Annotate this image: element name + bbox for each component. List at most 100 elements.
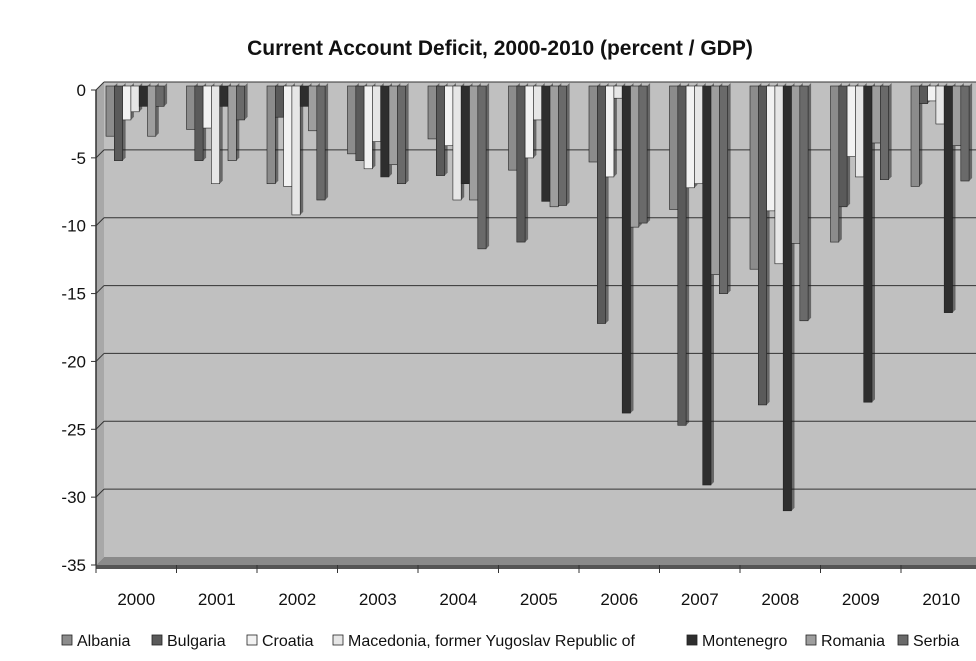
legend: Albania Bulgaria Croatia Macedonia, former … xyxy=(61,633,959,650)
bar-side xyxy=(300,83,304,215)
bar-front xyxy=(677,85,687,426)
bar-front xyxy=(855,85,865,178)
bar xyxy=(155,83,168,107)
bar xyxy=(863,83,875,403)
bar xyxy=(236,83,248,121)
bar-front xyxy=(316,85,326,201)
bar-front xyxy=(702,85,712,486)
bar xyxy=(799,83,812,322)
chart-title: Current Account Deficit, 2000-2010 (perc… xyxy=(247,37,753,60)
bar-side xyxy=(219,83,223,184)
bar-front xyxy=(694,85,704,185)
bar xyxy=(638,83,651,224)
plot-floor-edge xyxy=(96,565,976,569)
y-tick-label: -15 xyxy=(61,285,86,304)
bar-side xyxy=(164,83,168,107)
bar-front xyxy=(460,85,470,185)
bar-front xyxy=(372,85,381,142)
gridline-depth xyxy=(95,149,105,159)
legend-label: Romania xyxy=(821,633,885,650)
bar-front xyxy=(557,85,567,206)
bar-front xyxy=(308,85,318,132)
bar-front xyxy=(952,85,962,147)
bar-front xyxy=(830,85,840,243)
bar-side xyxy=(872,83,875,403)
x-tick-label: 2002 xyxy=(278,590,316,609)
bar-front xyxy=(799,85,809,322)
bar-front xyxy=(227,85,237,161)
bar xyxy=(557,83,570,206)
bar-front xyxy=(638,85,648,224)
bar-front xyxy=(927,85,937,102)
bar-front xyxy=(299,85,309,107)
bar-front xyxy=(605,85,615,178)
bar-side xyxy=(647,83,651,224)
bar-side xyxy=(566,83,570,206)
bar-front xyxy=(621,85,631,414)
bars-layer xyxy=(105,83,973,512)
bar-side xyxy=(727,83,731,294)
legend-label: Montenegro xyxy=(702,633,787,650)
bar-front xyxy=(879,85,889,180)
bar-front xyxy=(219,85,229,107)
bar-front xyxy=(524,85,534,159)
gridline-depth xyxy=(95,285,105,294)
x-tick-label: 2008 xyxy=(761,590,799,609)
x-tick-label: 2003 xyxy=(359,590,397,609)
bar-front xyxy=(846,85,856,157)
bar xyxy=(960,83,973,182)
y-tick-label: 0 xyxy=(77,81,86,100)
bar-side xyxy=(888,83,892,180)
x-tick-label: 2004 xyxy=(439,590,477,609)
bar-side xyxy=(405,83,409,184)
bar-front xyxy=(477,85,487,250)
gridline-depth xyxy=(95,488,105,498)
x-tick-label: 2010 xyxy=(922,590,960,609)
bar-front xyxy=(452,85,462,201)
y-tick-label: -25 xyxy=(61,420,86,439)
legend-label: Bulgaria xyxy=(167,633,226,650)
bar-front xyxy=(130,85,140,113)
bar-side xyxy=(808,83,812,321)
bar-front xyxy=(871,85,881,144)
legend-swatch xyxy=(805,634,817,646)
bar-front xyxy=(347,85,357,155)
bar-front xyxy=(685,85,695,189)
bar-front xyxy=(363,85,373,170)
bar-front xyxy=(186,85,196,130)
bar-front xyxy=(435,85,445,176)
bar-front xyxy=(236,85,245,121)
legend-label: Croatia xyxy=(262,633,314,650)
x-tick-label: 2001 xyxy=(198,590,236,609)
bar-front xyxy=(291,85,301,216)
bar xyxy=(910,83,923,187)
bar-front xyxy=(444,85,454,147)
bar xyxy=(718,83,731,294)
bar xyxy=(879,83,892,180)
legend-swatch xyxy=(246,634,258,646)
bar-front xyxy=(122,85,132,121)
bar xyxy=(396,83,409,185)
gridline-depth xyxy=(95,420,105,430)
bar-front xyxy=(202,85,212,129)
bar xyxy=(211,83,223,185)
gridline-depth xyxy=(95,353,105,362)
bar-side xyxy=(486,83,490,249)
bar-front xyxy=(533,85,543,121)
bar-front xyxy=(838,85,848,208)
x-tick-label: 2006 xyxy=(600,590,638,609)
bar-front xyxy=(147,85,157,137)
bar-front xyxy=(516,85,526,243)
legend-swatch xyxy=(686,634,698,646)
bar-side xyxy=(325,83,329,200)
axis-layer: 0 -5 -10 -15 -20 -25 -30 -35 2000 2001 2002 2003 200… xyxy=(61,81,960,609)
legend-swatch xyxy=(897,634,909,646)
plot-floor xyxy=(96,557,976,565)
bar xyxy=(477,83,490,250)
y-tick-label: -5 xyxy=(71,149,86,168)
bar-front xyxy=(910,85,920,187)
bar-front xyxy=(630,85,640,228)
y-tick-label: -35 xyxy=(61,556,86,575)
